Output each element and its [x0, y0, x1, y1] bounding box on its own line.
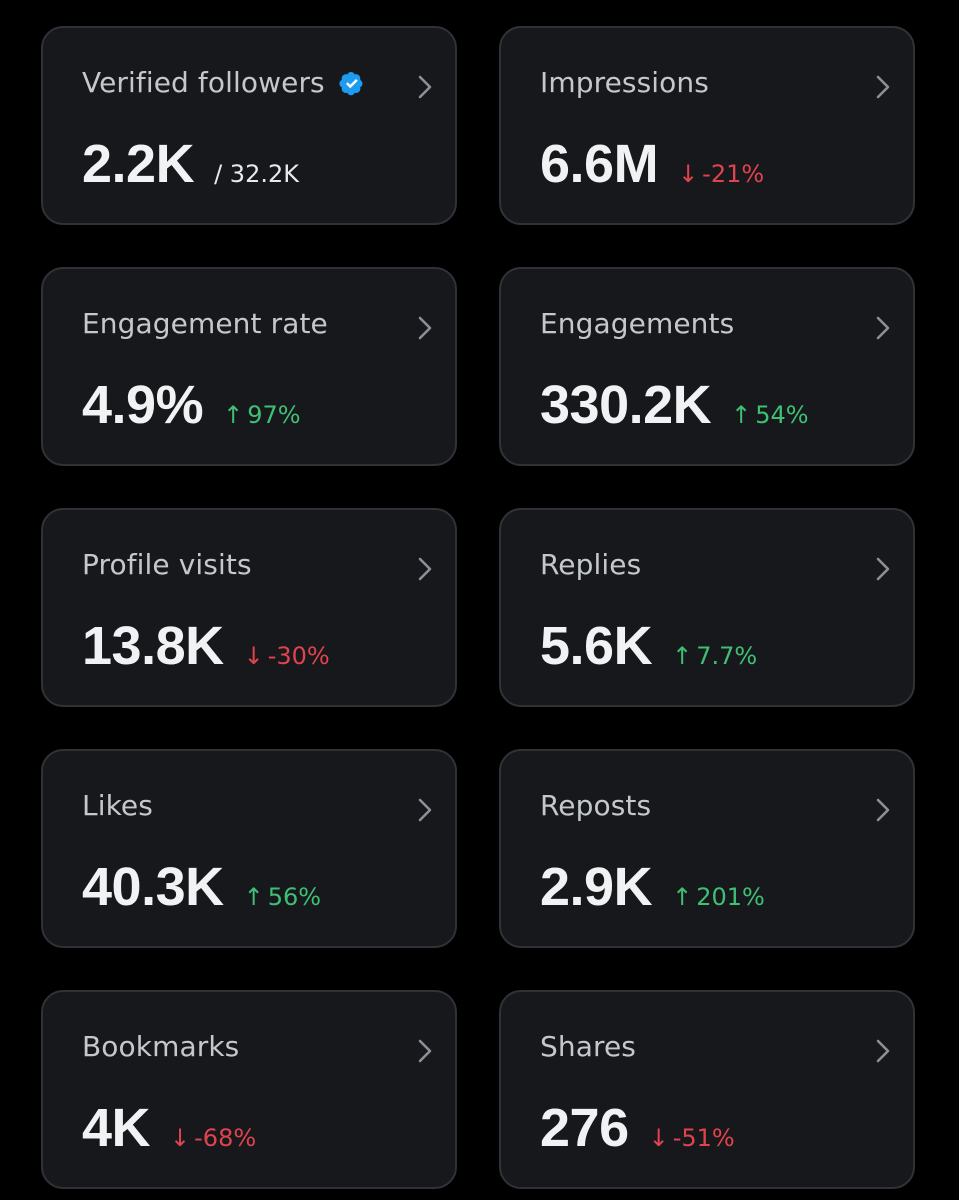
metric-label: Engagement rate	[82, 307, 328, 340]
metric-change: ↑ 97%	[223, 401, 300, 429]
metric-card-shares[interactable]: Shares 276 ↓ -51%	[499, 990, 915, 1189]
metric-change: ↑ 54%	[731, 401, 808, 429]
metric-change: ↓ -21%	[678, 160, 764, 188]
arrow-up-icon: ↑	[731, 401, 752, 429]
metric-value: 5.6K	[540, 616, 653, 676]
metric-value: 6.6M	[540, 134, 659, 194]
metric-label-row: Replies	[540, 548, 641, 581]
metric-value-row: 276 ↓ -51%	[540, 1100, 735, 1156]
chevron-right-icon	[873, 73, 893, 101]
chevron-right-icon	[873, 314, 893, 342]
metric-change-value: -51%	[672, 1124, 735, 1152]
metric-card-replies[interactable]: Replies 5.6K ↑ 7.7%	[499, 508, 915, 707]
arrow-down-icon: ↓	[243, 642, 264, 670]
metric-card-engagement-rate[interactable]: Engagement rate 4.9% ↑ 97%	[41, 267, 457, 466]
metric-value: 13.8K	[82, 616, 224, 676]
metric-label-row: Profile visits	[82, 548, 252, 581]
metric-value: 2.2K	[82, 134, 195, 194]
metric-value-row: 5.6K ↑ 7.7%	[540, 618, 757, 674]
chevron-right-icon	[415, 1037, 435, 1065]
metric-label-row: Engagement rate	[82, 307, 328, 340]
metric-value-row: 40.3K ↑ 56%	[82, 859, 321, 915]
metric-value-row: 4.9% ↑ 97%	[82, 377, 301, 433]
metric-change-value: -21%	[702, 160, 765, 188]
chevron-right-icon	[873, 1037, 893, 1065]
metric-label: Reposts	[540, 789, 652, 822]
metric-change: ↓ -30%	[244, 642, 330, 670]
metric-card-reposts[interactable]: Reposts 2.9K ↑ 201%	[499, 749, 915, 948]
arrow-down-icon: ↓	[648, 1124, 669, 1152]
metric-value-row: 2.2K / 32.2K	[82, 136, 299, 192]
metric-value-row: 4K ↓ -68%	[82, 1100, 256, 1156]
metric-change: ↓ -68%	[170, 1124, 256, 1152]
arrow-down-icon: ↓	[678, 160, 699, 188]
metric-label-row: Engagements	[540, 307, 734, 340]
metric-label: Bookmarks	[82, 1030, 240, 1063]
metric-label: Profile visits	[82, 548, 252, 581]
metric-value: 40.3K	[82, 857, 224, 917]
metric-value-row: 330.2K ↑ 54%	[540, 377, 809, 433]
metric-card-likes[interactable]: Likes 40.3K ↑ 56%	[41, 749, 457, 948]
metric-label-row: Bookmarks	[82, 1030, 239, 1063]
metric-change: ↑ 56%	[244, 883, 321, 911]
arrow-up-icon: ↑	[672, 642, 693, 670]
metric-change-value: 201%	[696, 883, 765, 911]
metric-label-row: Likes	[82, 789, 153, 822]
metric-change-value: 7.7%	[696, 642, 758, 670]
metric-change: ↑ 7.7%	[672, 642, 757, 670]
chevron-right-icon	[415, 555, 435, 583]
metric-change-value: 97%	[247, 401, 301, 429]
metric-card-engagements[interactable]: Engagements 330.2K ↑ 54%	[499, 267, 915, 466]
metric-label: Verified followers	[82, 66, 325, 99]
metric-label: Replies	[540, 548, 642, 581]
metric-card-profile-visits[interactable]: Profile visits 13.8K ↓ -30%	[41, 508, 457, 707]
metric-label: Engagements	[540, 307, 735, 340]
metric-label: Impressions	[540, 66, 709, 99]
metric-value: 330.2K	[540, 375, 712, 435]
chevron-right-icon	[415, 314, 435, 342]
metric-label-row: Reposts	[540, 789, 651, 822]
metric-change-value: -68%	[194, 1124, 257, 1152]
metric-card-verified-followers[interactable]: Verified followers 2.2K / 32.2K	[41, 26, 457, 225]
metric-label-row: Verified followers	[82, 66, 367, 99]
metric-change-value: 56%	[267, 883, 322, 911]
arrow-up-icon: ↑	[672, 883, 693, 911]
metric-change: ↓ -51%	[649, 1124, 735, 1152]
arrow-up-icon: ↑	[223, 401, 244, 429]
chevron-right-icon	[415, 73, 435, 101]
chevron-right-icon	[873, 555, 893, 583]
metric-value-row: 13.8K ↓ -30%	[82, 618, 330, 674]
metric-change-value: 54%	[755, 401, 809, 429]
metric-value: 4K	[82, 1098, 151, 1158]
metric-value-row: 2.9K ↑ 201%	[540, 859, 765, 915]
metric-value: 276	[540, 1098, 629, 1158]
chevron-right-icon	[873, 796, 893, 824]
metric-value-row: 6.6M ↓ -21%	[540, 136, 764, 192]
metric-total: / 32.2K	[214, 160, 299, 188]
metric-value: 4.9%	[82, 375, 204, 435]
metric-change: ↑ 201%	[672, 883, 765, 911]
metric-value: 2.9K	[540, 857, 653, 917]
arrow-down-icon: ↓	[170, 1124, 191, 1152]
metric-label: Shares	[540, 1030, 636, 1063]
metric-card-impressions[interactable]: Impressions 6.6M ↓ -21%	[499, 26, 915, 225]
arrow-up-icon: ↑	[243, 883, 264, 911]
metric-label: Likes	[82, 789, 153, 822]
metric-change-value: -30%	[267, 642, 330, 670]
chevron-right-icon	[415, 796, 435, 824]
metric-card-bookmarks[interactable]: Bookmarks 4K ↓ -68%	[41, 990, 457, 1189]
metric-label-row: Impressions	[540, 66, 709, 99]
metric-label-row: Shares	[540, 1030, 636, 1063]
verified-badge-icon	[337, 68, 367, 98]
